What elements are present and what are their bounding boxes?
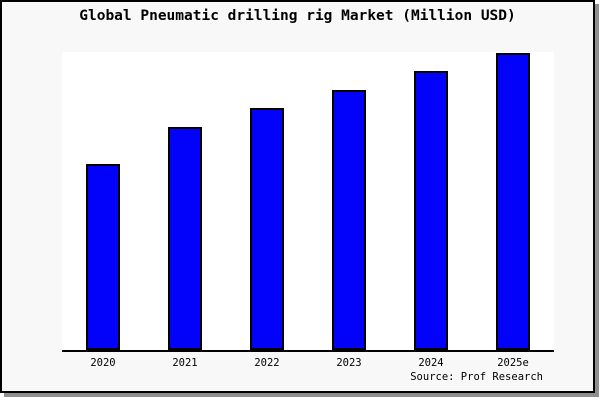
- bar-2021: [168, 127, 202, 350]
- bar-2025e: [496, 53, 530, 350]
- x-tick-2024: 2024: [418, 357, 444, 369]
- bar-slot-2020: [62, 52, 144, 350]
- bar-2020: [86, 164, 120, 350]
- x-tick-2023: 2023: [336, 357, 362, 369]
- x-axis-ticks: 2020 2021 2022 2023 2024 2025e: [62, 357, 554, 369]
- bar-2022: [250, 108, 284, 350]
- bar-slot-2025e: [472, 52, 554, 350]
- x-tick-2021: 2021: [172, 357, 198, 369]
- bars-container: [62, 52, 554, 350]
- bar-2023: [332, 90, 366, 350]
- bar-2024: [414, 71, 448, 350]
- chart-window: Global Pneumatic drilling rig Market (Mi…: [0, 0, 595, 393]
- bar-slot-2022: [226, 52, 308, 350]
- source-credit: Source: Prof Research: [410, 371, 543, 383]
- x-tick-2025e: 2025e: [497, 357, 529, 369]
- bar-slot-2021: [144, 52, 226, 350]
- plot-area: [62, 52, 554, 352]
- bar-slot-2023: [308, 52, 390, 350]
- chart-title: Global Pneumatic drilling rig Market (Mi…: [79, 8, 516, 24]
- bar-slot-2024: [390, 52, 472, 350]
- x-tick-2020: 2020: [90, 357, 116, 369]
- x-tick-2022: 2022: [254, 357, 280, 369]
